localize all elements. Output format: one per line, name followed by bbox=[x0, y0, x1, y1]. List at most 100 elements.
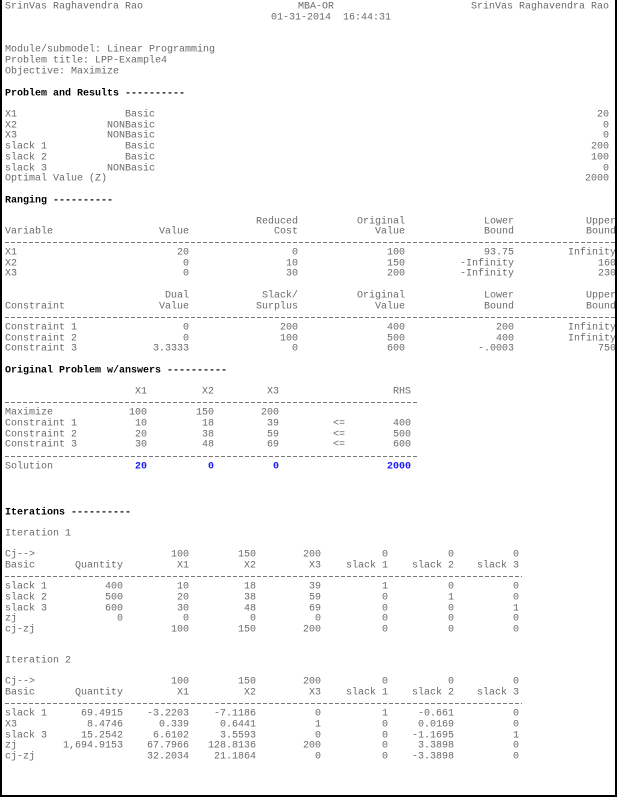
original-row-cell: <= bbox=[332, 429, 345, 441]
ranging-variable-cell: 160 bbox=[597, 258, 616, 270]
header-cell: Slack/ bbox=[261, 290, 298, 302]
header-cell: X1 bbox=[176, 687, 189, 699]
header-cell: slack 2 bbox=[411, 687, 454, 699]
result-status: Basic bbox=[124, 109, 155, 121]
iteration-row-cell: 69.4915 bbox=[80, 708, 123, 720]
cj-cell: 100 bbox=[170, 549, 189, 561]
iteration-row-cell: 1 bbox=[512, 603, 519, 615]
iteration-title: Iteration 2 bbox=[5, 655, 72, 667]
iteration-row-cell: -3.3898 bbox=[411, 751, 454, 763]
iteration-row-cell: 0 bbox=[314, 708, 321, 720]
iteration-row-cell: 128.8136 bbox=[207, 740, 256, 752]
header-cell: Reduced bbox=[255, 216, 298, 228]
iteration-row-cell: 10 bbox=[176, 581, 189, 593]
ranging-constraint-cell: Constraint 2 bbox=[5, 333, 78, 345]
iteration-row-cell: 0 bbox=[447, 624, 454, 636]
iteration-row-cell: 3.5593 bbox=[219, 730, 256, 742]
header-cell: Value bbox=[374, 226, 405, 238]
iteration-row-cell: 0 bbox=[314, 751, 321, 763]
solution-cell: 20 bbox=[134, 461, 147, 473]
divider bbox=[5, 402, 417, 403]
iteration-row-cell: slack 1 bbox=[5, 708, 48, 720]
cj-cell: 0 bbox=[512, 676, 519, 688]
original-row-cell: Constraint 1 bbox=[5, 418, 78, 430]
iteration-row-cell: cj-zj bbox=[5, 624, 36, 636]
header-cell: Cost bbox=[273, 226, 298, 238]
original-row-cell: 48 bbox=[201, 439, 214, 451]
result-name: slack 3 bbox=[5, 163, 48, 174]
iteration-row-cell: 3.3898 bbox=[417, 740, 454, 752]
ranging-variable-cell: 0 bbox=[182, 258, 189, 270]
result-status: Basic bbox=[124, 141, 155, 153]
result-name: slack 1 bbox=[5, 141, 48, 153]
iteration-row-cell: 500 bbox=[104, 592, 123, 604]
iteration-row-cell: 0 bbox=[381, 613, 388, 625]
ranging-constraint-cell: Infinity bbox=[567, 322, 616, 334]
iteration-row-cell: 0 bbox=[381, 751, 388, 763]
iteration-row-cell: 0 bbox=[381, 719, 388, 731]
iteration-row-cell: 0 bbox=[512, 751, 519, 763]
result-value: 2000 bbox=[584, 173, 609, 185]
iteration-row-cell: -3.2203 bbox=[146, 708, 189, 720]
report-datetime: 01-31-2014 16:44:31 bbox=[271, 12, 392, 24]
iteration-row-cell: 0 bbox=[512, 719, 519, 731]
header-cell: Bound bbox=[585, 301, 616, 313]
iteration-row-cell: 0 bbox=[512, 708, 519, 720]
ranging-variable-cell: -Infinity bbox=[459, 258, 514, 270]
cj-cell: 0 bbox=[381, 549, 388, 561]
result-status: NONBasic bbox=[106, 120, 155, 132]
section-heading: Ranging ---------- bbox=[5, 195, 114, 207]
iteration-row-cell: 0 bbox=[381, 730, 388, 742]
iteration-row-cell: 0 bbox=[381, 603, 388, 615]
header-cell: Basic bbox=[5, 687, 36, 699]
ranging-variable-cell: 93.75 bbox=[483, 247, 514, 259]
ranging-variable-cell: 10 bbox=[285, 258, 298, 270]
cj-cell: 0 bbox=[381, 676, 388, 688]
iteration-row-cell: 200 bbox=[302, 740, 321, 752]
iteration-row-cell: 0 bbox=[381, 624, 388, 636]
ranging-constraint-cell: -.0003 bbox=[477, 343, 514, 355]
cj-cell: 100 bbox=[170, 676, 189, 688]
result-value: 0 bbox=[602, 163, 609, 174]
iteration-row-cell: 0 bbox=[512, 740, 519, 752]
result-value: 100 bbox=[590, 152, 609, 164]
ranging-constraint-cell: 400 bbox=[386, 322, 405, 334]
header-cell: Bound bbox=[483, 301, 514, 313]
original-row-cell: 500 bbox=[392, 429, 411, 441]
iteration-row-cell: 20 bbox=[176, 592, 189, 604]
result-status: NONBasic bbox=[106, 130, 155, 142]
header-cell: Constraint bbox=[5, 301, 66, 313]
original-row-cell: 39 bbox=[266, 418, 279, 430]
iteration-row-cell: 38 bbox=[243, 592, 256, 604]
iteration-row-cell: 400 bbox=[104, 581, 123, 593]
ranging-variable-cell: 150 bbox=[386, 258, 405, 270]
cj-cell: 0 bbox=[447, 549, 454, 561]
header-cell: Variable bbox=[5, 226, 54, 238]
solution-cell: 2000 bbox=[386, 461, 411, 473]
header-cell: Upper bbox=[585, 216, 616, 228]
module-line: Module/submodel: Linear Programming bbox=[5, 44, 216, 56]
iteration-row-cell: 18 bbox=[243, 581, 256, 593]
original-row-cell: <= bbox=[332, 418, 345, 430]
cj-cell: Cj--> bbox=[5, 676, 36, 688]
iteration-row-cell: -7.1186 bbox=[213, 708, 256, 720]
cj-cell: 200 bbox=[302, 549, 321, 561]
iteration-row-cell: 1 bbox=[314, 719, 321, 731]
problem-title-line: Problem title: LPP-Example4 bbox=[5, 55, 168, 67]
original-row-cell: 200 bbox=[260, 407, 279, 419]
header-cell: Lower bbox=[483, 216, 514, 228]
header-cell: slack 1 bbox=[345, 560, 388, 572]
iteration-row-cell: slack 2 bbox=[5, 592, 48, 604]
original-row-cell: 600 bbox=[392, 439, 411, 451]
result-name: X1 bbox=[5, 109, 18, 121]
iteration-row-cell: -1.1695 bbox=[411, 730, 454, 742]
ranging-variable-cell: X1 bbox=[5, 247, 18, 259]
header-cell: Surplus bbox=[255, 301, 298, 313]
ranging-constraint-cell: 0 bbox=[182, 322, 189, 334]
iteration-row-cell: 6.6102 bbox=[152, 730, 189, 742]
cj-cell: 150 bbox=[237, 676, 256, 688]
ranging-variable-cell: 0 bbox=[182, 268, 189, 280]
header-cell: Quantity bbox=[74, 687, 123, 699]
iteration-row-cell: cj-zj bbox=[5, 751, 36, 763]
